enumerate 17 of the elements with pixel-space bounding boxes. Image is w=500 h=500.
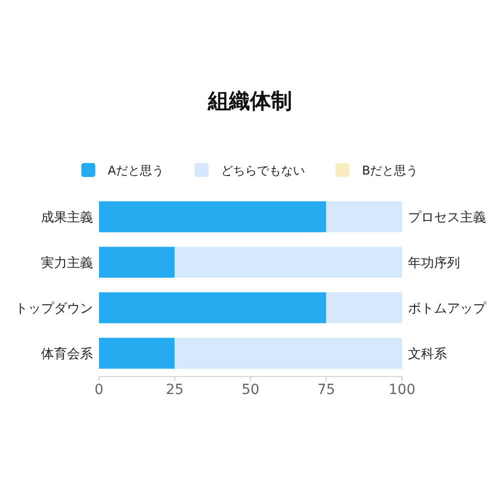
y-tick-label: 成果主義 [41, 209, 93, 226]
x-tick-label: 50 [242, 382, 260, 398]
x-tick-label: 25 [166, 382, 184, 398]
x-tick-label: 0 [94, 382, 104, 398]
y-tick-label: 体育会系 [41, 346, 93, 362]
legend-label: Aだと思う [108, 164, 164, 178]
x-tick-label: 75 [317, 382, 336, 398]
y2-tick-label: ボトムアップ [408, 301, 487, 316]
legend-label: Bだと思う [362, 164, 418, 178]
chart-title: 組織体制 [207, 89, 292, 113]
y2-tick-label: 文科系 [408, 346, 447, 362]
legend-label: どちらでもない [220, 164, 305, 178]
y2-tick-label: プロセス主義 [408, 209, 486, 226]
y-tick-label: 実力主義 [41, 254, 93, 271]
x-tick-label: 100 [388, 382, 416, 398]
y2-tick-label: 年功序列 [408, 254, 460, 271]
y-tick-label: トップダウン [15, 301, 93, 316]
